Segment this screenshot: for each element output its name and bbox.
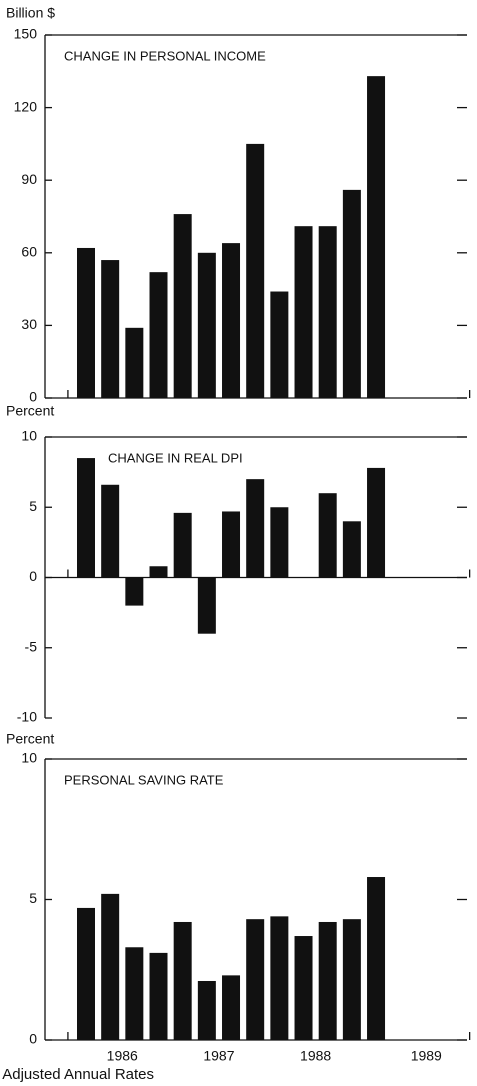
- bar: [101, 260, 120, 398]
- x-tick-label: 1988: [300, 1048, 331, 1064]
- y-tick-label: 0: [29, 389, 37, 405]
- bar: [367, 76, 386, 398]
- bar: [197, 252, 216, 398]
- bar: [246, 479, 265, 578]
- x-tick-label: 1986: [107, 1048, 138, 1064]
- panel-title: CHANGE IN PERSONAL INCOME: [64, 48, 266, 63]
- panel-title: CHANGE IN REAL DPI: [108, 450, 243, 465]
- bar: [77, 458, 95, 578]
- bar: [173, 512, 192, 578]
- bar: [270, 916, 289, 1040]
- x-tick-label: 1989: [411, 1048, 442, 1064]
- bar: [173, 921, 192, 1040]
- bar: [101, 893, 120, 1040]
- bar: [294, 936, 313, 1040]
- y-tick-label: 5: [29, 498, 37, 514]
- bar: [246, 919, 265, 1040]
- x-tick-label: 1987: [203, 1048, 234, 1064]
- bar: [77, 247, 95, 398]
- bar: [125, 947, 144, 1040]
- panel-title: PERSONAL SAVING RATE: [64, 772, 224, 787]
- bar: [342, 189, 361, 398]
- bar: [125, 327, 144, 398]
- y-tick-label: -5: [25, 638, 38, 654]
- y-tick-label: 30: [21, 316, 37, 332]
- y-tick-label: -10: [17, 709, 37, 725]
- bar: [367, 467, 386, 578]
- bar: [342, 919, 361, 1040]
- bar: [101, 484, 120, 578]
- y-axis-label: Billion $: [6, 5, 55, 21]
- bar: [173, 214, 192, 398]
- bar: [270, 507, 289, 578]
- y-tick-label: 90: [21, 171, 37, 187]
- bar: [222, 243, 241, 398]
- y-axis-label: Percent: [6, 731, 54, 747]
- bar: [318, 226, 337, 398]
- bar: [222, 975, 241, 1040]
- y-tick-label: 10: [21, 428, 37, 444]
- bar: [125, 577, 144, 606]
- bar: [246, 143, 265, 398]
- bar: [197, 980, 216, 1040]
- bar: [294, 226, 313, 398]
- bar: [197, 577, 216, 634]
- bar: [222, 511, 241, 578]
- y-tick-label: 0: [29, 1031, 37, 1047]
- bar: [367, 877, 386, 1040]
- y-tick-label: 150: [14, 26, 38, 42]
- bar: [149, 566, 168, 578]
- y-tick-label: 60: [21, 244, 37, 260]
- bar: [342, 521, 361, 578]
- bar: [318, 921, 337, 1040]
- y-tick-label: 10: [21, 750, 37, 766]
- bar: [270, 291, 289, 398]
- bar: [318, 493, 337, 578]
- bar: [149, 952, 168, 1040]
- y-axis-label: Percent: [6, 403, 54, 419]
- bar: [77, 907, 95, 1040]
- y-tick-label: 120: [14, 98, 38, 114]
- y-tick-label: 0: [29, 568, 37, 584]
- bar: [149, 272, 168, 398]
- x-axis-note: Based on Seasonally Adjusted Annual Rate…: [0, 1066, 154, 1083]
- y-tick-label: 5: [29, 890, 37, 906]
